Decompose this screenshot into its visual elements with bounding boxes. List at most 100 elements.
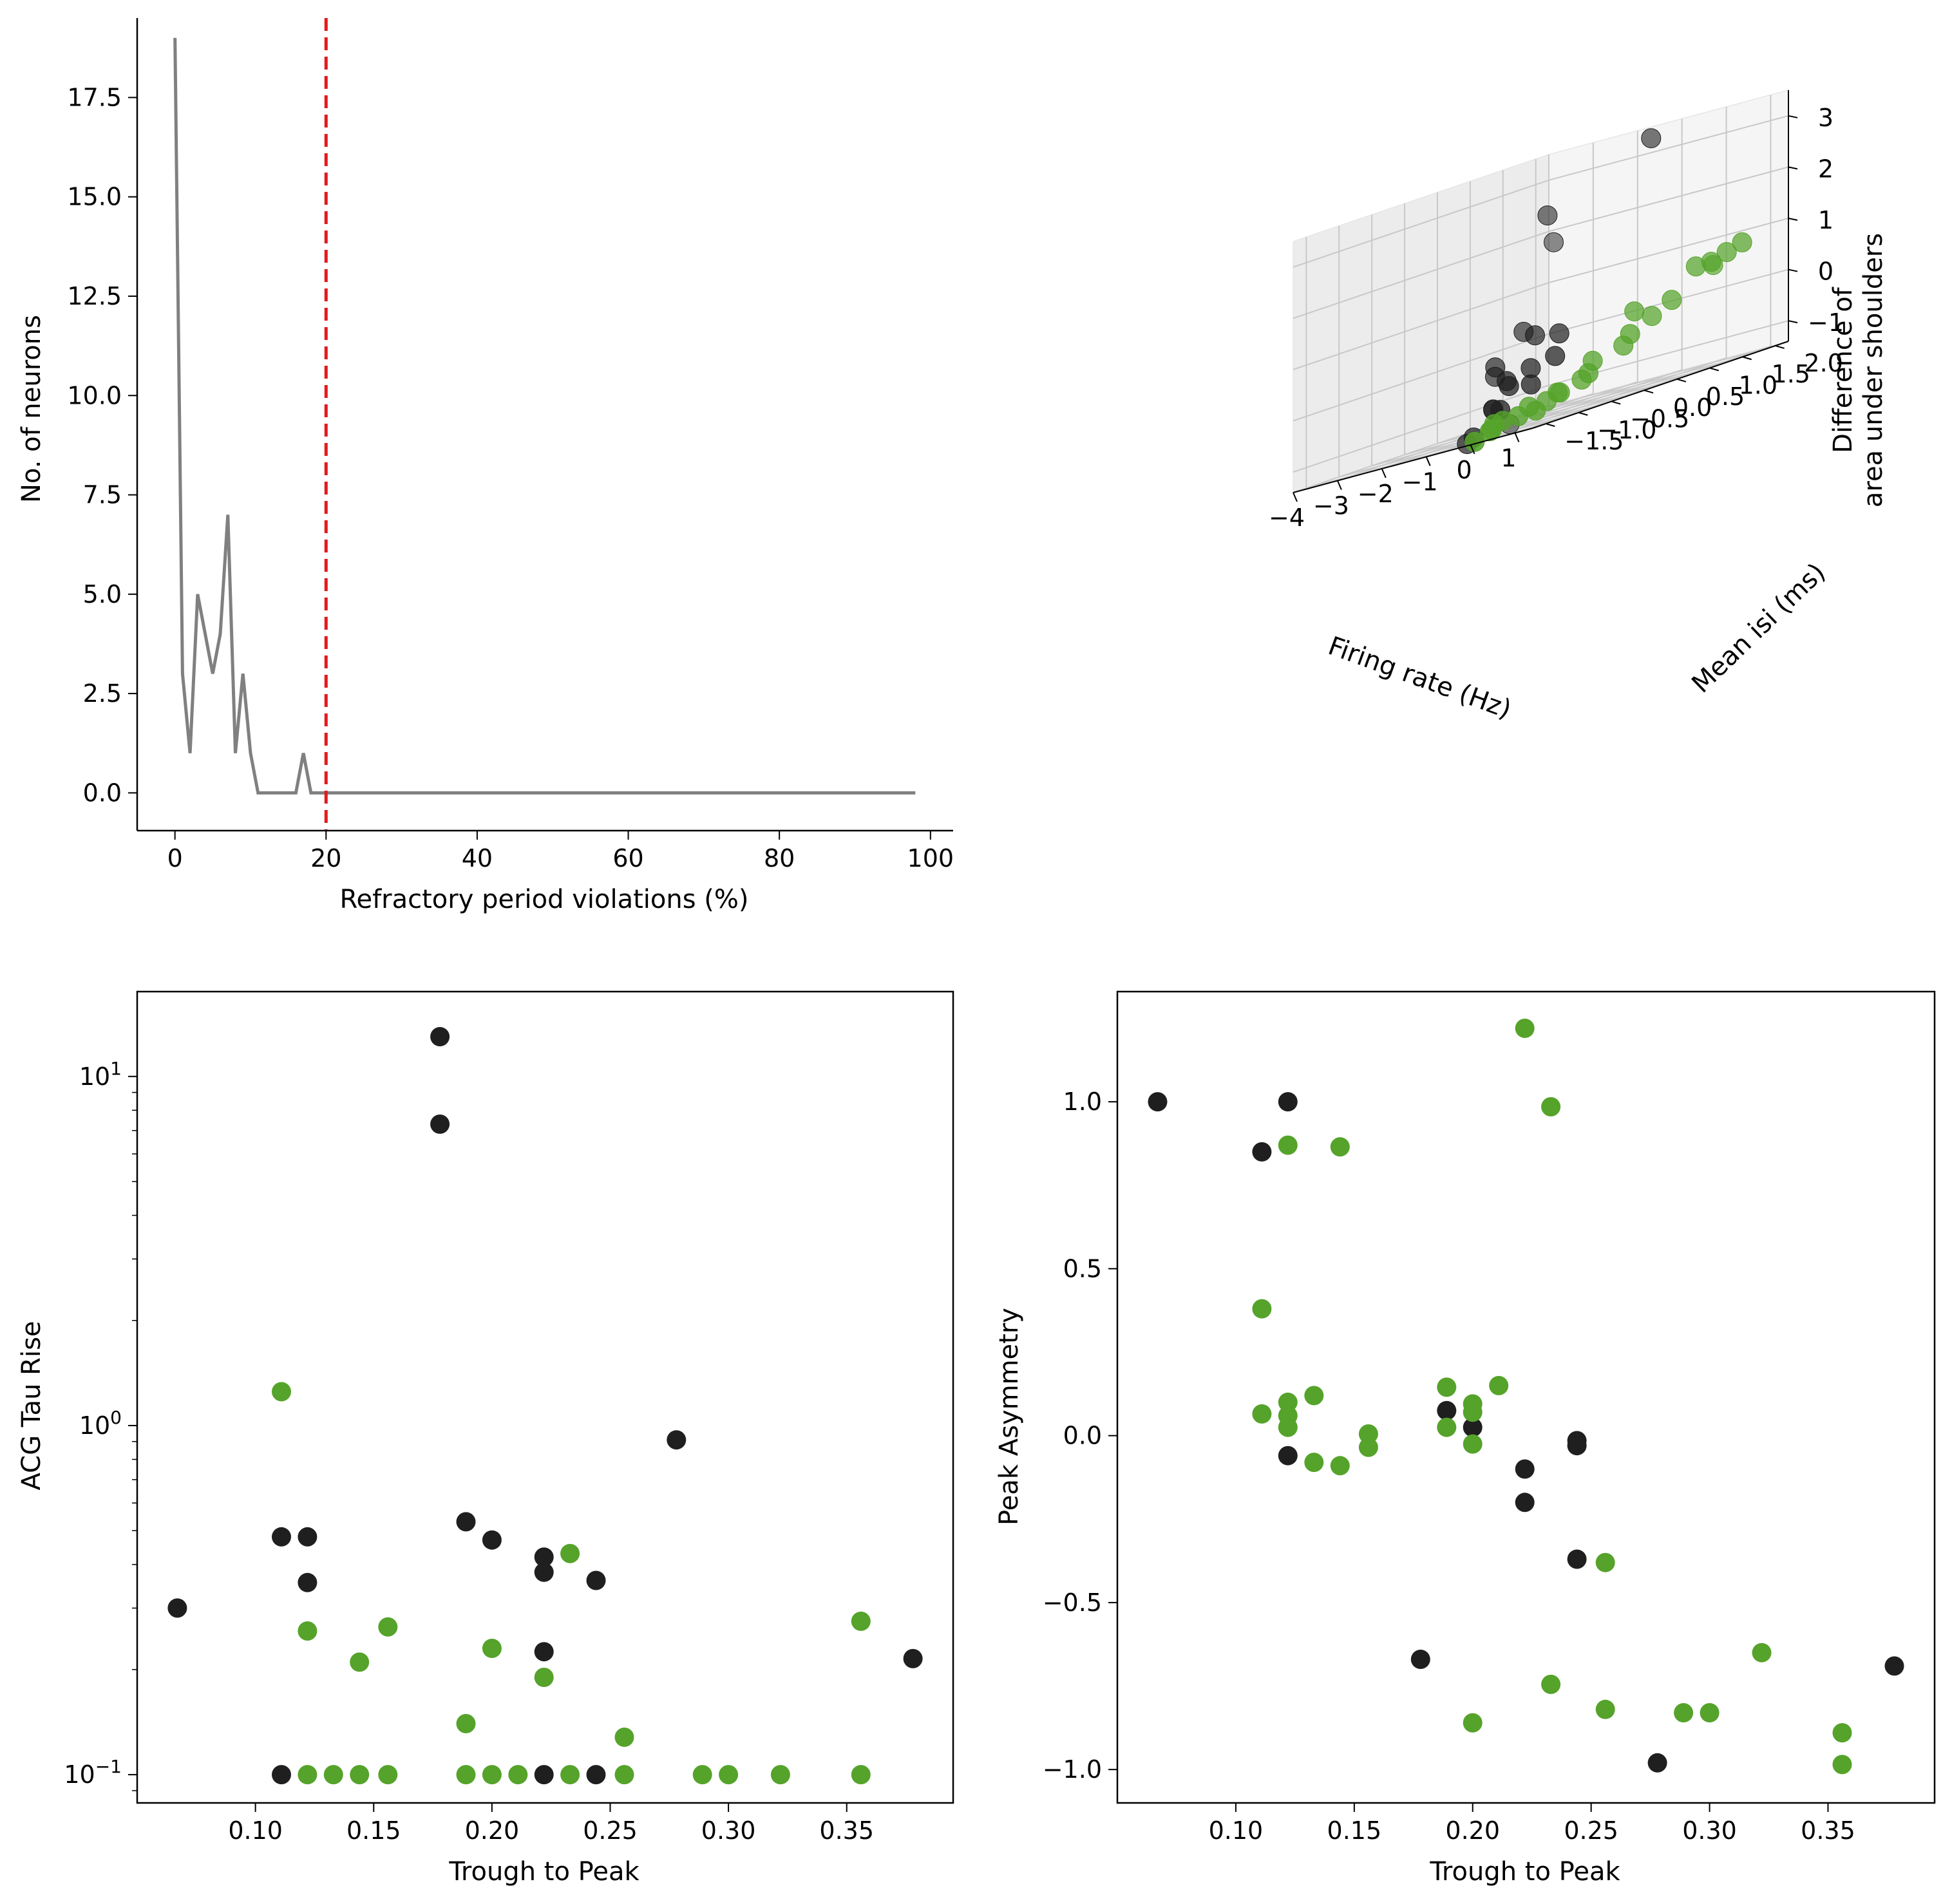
data-point — [323, 1765, 343, 1785]
y-tick — [1644, 390, 1654, 394]
z-tick — [1788, 218, 1798, 221]
data-point — [272, 1382, 291, 1402]
data-point — [1541, 1097, 1561, 1117]
data-point — [534, 1562, 554, 1582]
data-point — [534, 1668, 554, 1687]
data-point — [903, 1648, 923, 1668]
x-axis-label: Trough to Peak — [1429, 1857, 1620, 1887]
y-tick-label: −1.5 — [1564, 427, 1624, 455]
data-point — [560, 1765, 580, 1785]
data-point — [1641, 128, 1662, 149]
data-point — [586, 1570, 606, 1590]
data-point — [851, 1611, 871, 1631]
x-tick-label: −2 — [1358, 480, 1394, 508]
data-point — [1304, 1386, 1324, 1406]
data-point — [1549, 323, 1569, 344]
axes-frame — [136, 990, 954, 1804]
z-tick-label: 1 — [1818, 206, 1834, 234]
data-point — [1463, 1417, 1483, 1437]
z-gridline — [1548, 166, 1789, 232]
data-point — [1701, 252, 1721, 272]
y-tick-label: 100 — [79, 1407, 122, 1440]
histogram-line — [173, 37, 916, 795]
data-point — [1148, 1092, 1168, 1112]
y-tick-label: 5.0 — [83, 580, 122, 608]
data-point — [272, 1527, 291, 1547]
x-tick-label: 1 — [1501, 444, 1516, 472]
z-gridline — [1293, 384, 1549, 473]
data-point — [1537, 205, 1558, 226]
data-point — [1525, 325, 1545, 346]
z-tick-label: −1 — [1808, 308, 1844, 337]
x-tick-label: 0.25 — [1564, 1816, 1618, 1845]
y-tick-label: 0.0 — [1673, 393, 1712, 422]
x-tick — [1514, 433, 1520, 442]
y-tick-label: 10−1 — [64, 1756, 122, 1789]
y-axis-label: No. of neurons — [17, 315, 46, 503]
x-tick-label: 0 — [1456, 456, 1472, 484]
x-tick — [1336, 480, 1342, 490]
y-tick — [1775, 344, 1785, 349]
data-point — [614, 1728, 634, 1747]
data-point — [1624, 301, 1645, 322]
y-tick-label: −1.0 — [1043, 1755, 1102, 1784]
data-point — [1567, 1549, 1587, 1569]
data-point — [1410, 1650, 1430, 1669]
y-tick-label: 12.5 — [67, 282, 122, 310]
data-point — [298, 1527, 317, 1547]
y-tick — [1709, 367, 1720, 372]
data-point — [1662, 290, 1682, 310]
z-tick — [1788, 269, 1798, 272]
data-point — [1278, 1092, 1298, 1112]
data-point — [298, 1621, 317, 1641]
x-axis-label: Refractory period violations (%) — [339, 885, 748, 914]
3d-feature-scatter: −4 −3 −2 −1 0 1 −1.5−1.0−0.50.00.51.01.52.0 −1 0… — [1269, 90, 1888, 724]
data-point — [1526, 401, 1546, 421]
data-point — [1358, 1424, 1378, 1444]
x-tick-label: 0.30 — [701, 1816, 756, 1845]
data-point — [482, 1765, 502, 1785]
x-tick-label: 20 — [310, 844, 341, 872]
z-gridline — [1548, 218, 1789, 283]
data-point — [614, 1765, 634, 1785]
data-point — [456, 1713, 476, 1733]
y-tick-label: −0.5 — [1630, 404, 1689, 433]
data-point — [430, 1114, 450, 1134]
x-tick-label: 0.20 — [465, 1816, 520, 1845]
data-point — [378, 1617, 398, 1637]
data-point — [1464, 431, 1485, 452]
y-tick — [1742, 356, 1752, 361]
y-tick-label: 2.5 — [83, 679, 122, 708]
data-point — [298, 1765, 317, 1785]
data-point — [1252, 1299, 1272, 1319]
data-point — [350, 1652, 370, 1672]
data-point — [1252, 1404, 1272, 1424]
data-point — [1620, 324, 1640, 344]
data-point — [1515, 1493, 1535, 1513]
x-tick-label: 0.10 — [1209, 1816, 1264, 1845]
y-tick-label: 0.0 — [83, 778, 122, 807]
y-tick-label: 1.5 — [1772, 360, 1810, 388]
data-point — [667, 1430, 687, 1450]
y-tick-label: 0.0 — [1063, 1422, 1102, 1450]
data-point — [534, 1547, 554, 1567]
data-point — [1278, 1417, 1298, 1437]
x-tick-label: −4 — [1269, 504, 1305, 532]
x-tick-label: 60 — [612, 844, 643, 872]
x-tick-label: 0.10 — [228, 1816, 283, 1845]
x-tick-label: 0.35 — [1801, 1816, 1855, 1845]
z-tick — [1788, 115, 1798, 118]
data-point — [770, 1765, 790, 1785]
data-point — [534, 1642, 554, 1662]
y-tick — [1676, 378, 1687, 382]
data-point — [1752, 1643, 1772, 1663]
z-gridline — [1293, 333, 1549, 422]
data-point — [1595, 1552, 1615, 1572]
data-point — [1578, 363, 1598, 383]
data-point — [1278, 1392, 1298, 1412]
data-point — [1463, 1402, 1483, 1422]
data-point — [298, 1572, 317, 1592]
data-point — [1700, 1703, 1720, 1722]
y-tick-label: 1.0 — [1063, 1088, 1102, 1116]
data-point — [586, 1765, 606, 1785]
